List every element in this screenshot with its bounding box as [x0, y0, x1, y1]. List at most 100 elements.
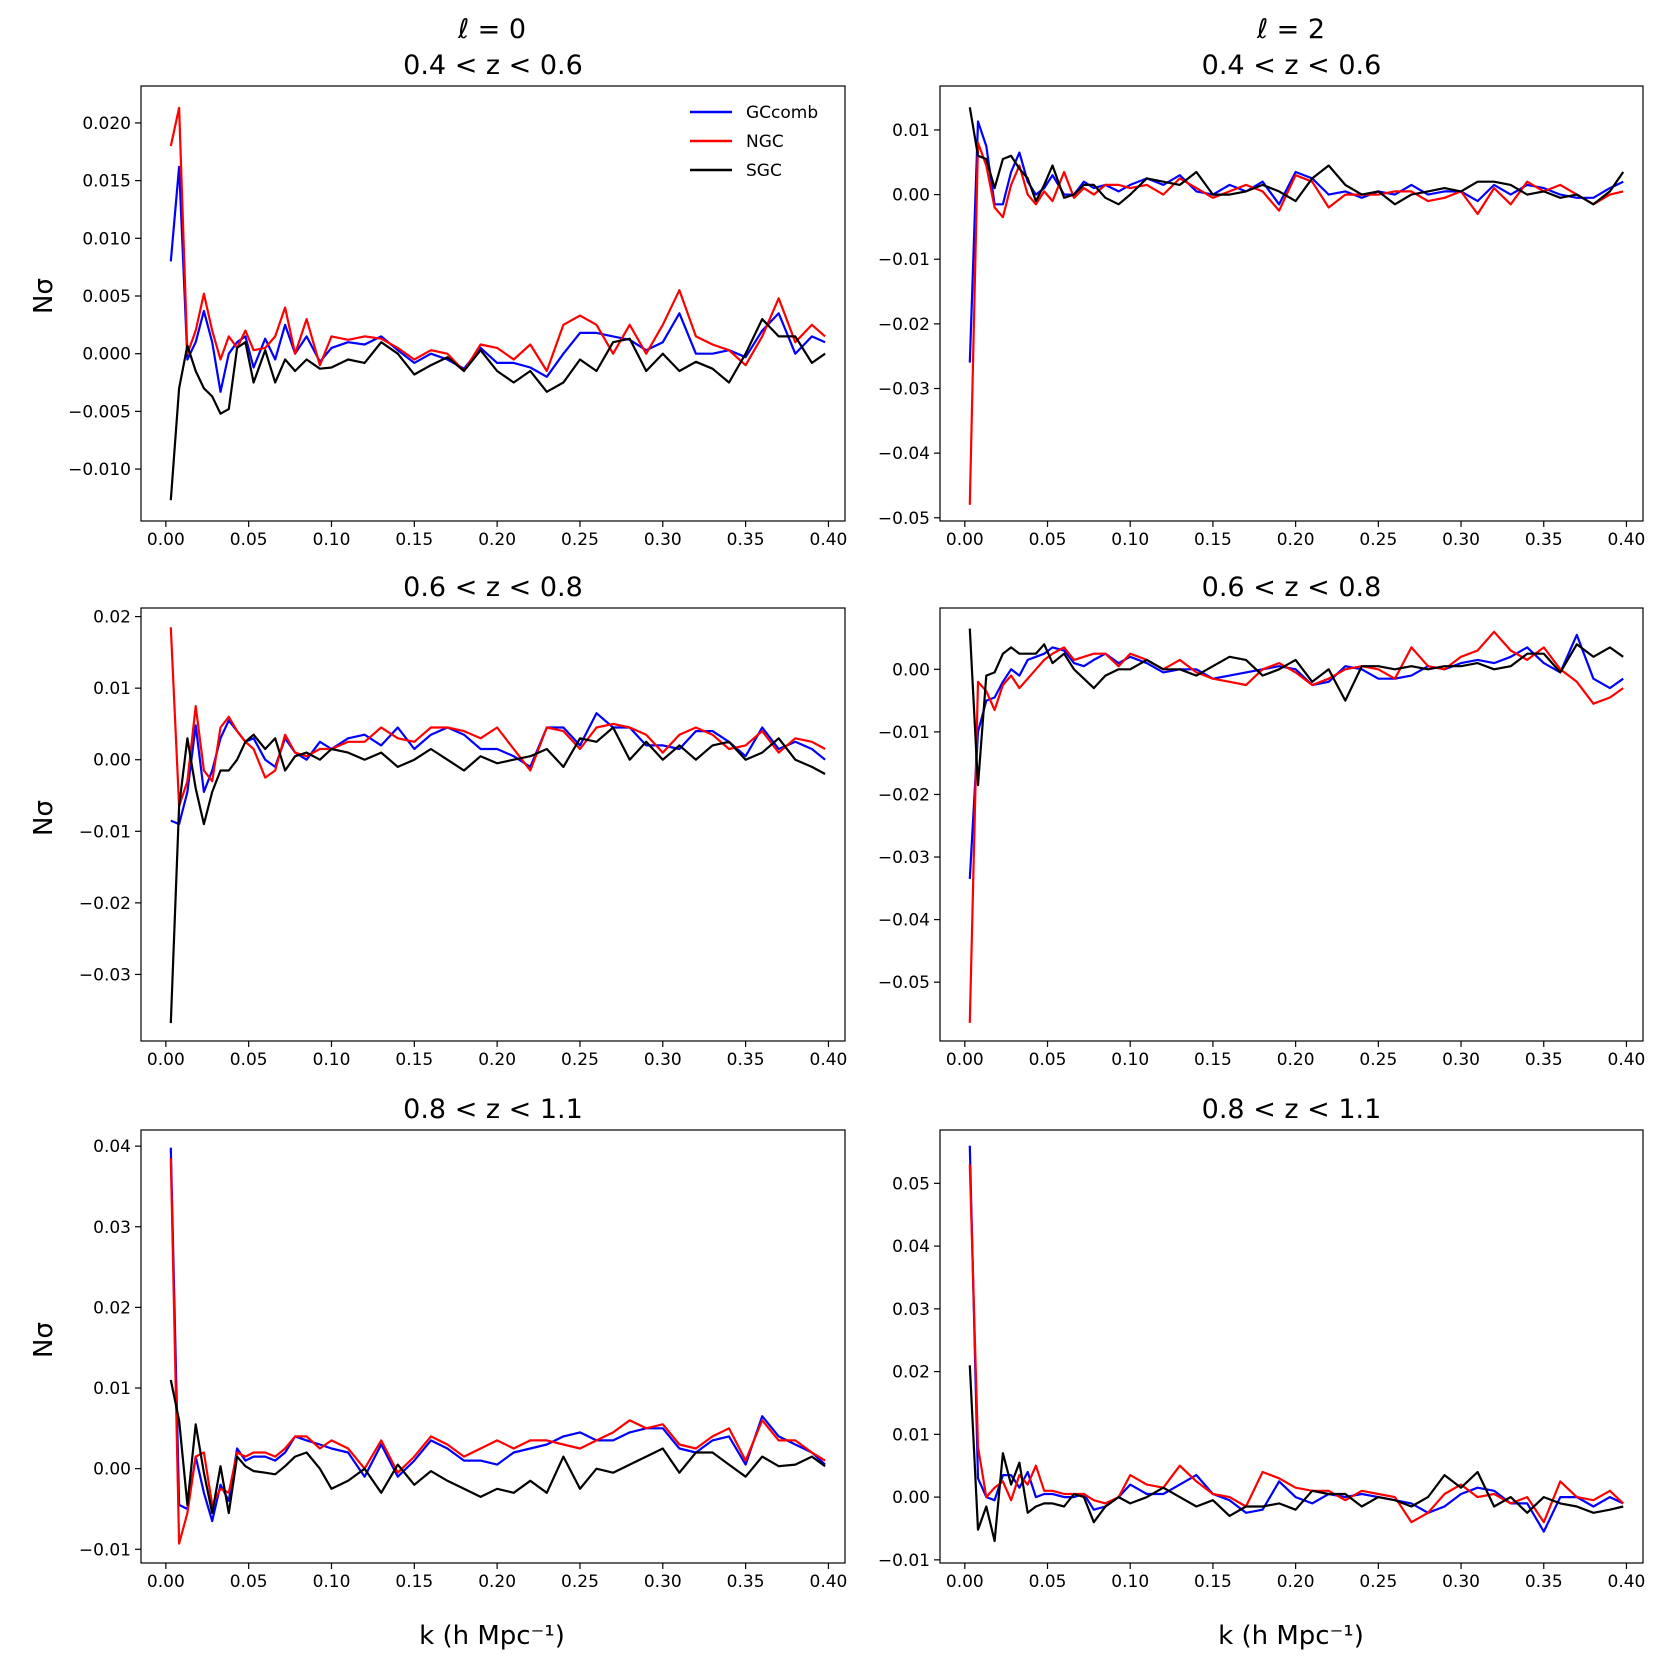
- series-line-sgc: [968, 107, 1625, 206]
- x-tick-label: 0.10: [313, 1050, 351, 1070]
- series-line-ngc: [169, 106, 826, 373]
- y-tick-label: −0.03: [878, 379, 930, 399]
- x-tick-label: 0.20: [1277, 530, 1315, 550]
- x-tick-label: 0.00: [946, 1050, 984, 1070]
- y-tick-label: −0.05: [878, 973, 930, 993]
- x-tick-label: 0.15: [1194, 1572, 1232, 1592]
- x-tick-label: 0.20: [1277, 1050, 1315, 1070]
- y-tick-label: −0.01: [79, 1540, 131, 1560]
- subplot-title: 0.8 < z < 1.1: [1202, 1094, 1382, 1125]
- x-tick-label: 0.10: [1111, 1572, 1149, 1592]
- series-lines: [169, 1147, 826, 1545]
- x-tick-label: 0.15: [1194, 1050, 1232, 1070]
- y-tick-label: 0.01: [93, 1379, 131, 1399]
- series-line-gccomb: [169, 1147, 826, 1523]
- y-tick-label: 0.020: [82, 114, 131, 134]
- x-tick-label: 0.30: [1442, 1050, 1480, 1070]
- x-tick-label: 0.15: [395, 530, 433, 550]
- y-tick-label: 0.05: [892, 1174, 930, 1194]
- series-line-sgc: [968, 1365, 1624, 1543]
- x-axis-label-left: k (h Mpc⁻¹): [419, 1621, 565, 1651]
- subplot-2: 0.4 < z < 0.6 0.00 0.05 0.10 0.15 0.20 0.25 0.3…: [878, 50, 1645, 550]
- y-tick-label: 0.00: [892, 186, 930, 206]
- y-tick-label: 0.005: [82, 287, 131, 307]
- x-tick-label: 0.00: [946, 1572, 984, 1592]
- plot-frame: [939, 85, 1644, 522]
- legend-label-gccomb: GCcomb: [746, 103, 818, 123]
- y-tick-label: −0.05: [878, 509, 930, 529]
- y-axis-label-row-1: Nσ: [29, 278, 59, 314]
- x-tick-label: 0.40: [1608, 1572, 1646, 1592]
- y-tick-label: −0.01: [878, 250, 930, 270]
- column-title-right: ℓ = 2: [1256, 14, 1325, 45]
- subplot-title: 0.8 < z < 1.1: [403, 1094, 583, 1125]
- series-line-sgc: [169, 318, 826, 501]
- series-lines: [968, 1145, 1624, 1543]
- plot-frame: [140, 607, 846, 1042]
- y-tick-label: 0.03: [892, 1300, 930, 1320]
- plot-frame: [939, 1129, 1644, 1564]
- x-tick-label: 0.30: [1442, 530, 1480, 550]
- x-tick-label: 0.30: [1442, 1572, 1480, 1592]
- plot-frame: [939, 607, 1644, 1042]
- series-lines: [968, 628, 1624, 1023]
- y-tick-label: −0.02: [878, 315, 930, 335]
- x-tick-label: 0.40: [810, 530, 848, 550]
- y-axis-label-row-3: Nσ: [29, 1322, 59, 1358]
- x-tick-label: 0.35: [1525, 1050, 1563, 1070]
- series-lines: [169, 106, 826, 501]
- y-tick-label: 0.01: [93, 679, 131, 699]
- subplot-title: 0.6 < z < 0.8: [403, 572, 583, 603]
- y-tick-label: −0.01: [878, 1551, 930, 1571]
- x-tick-label: 0.15: [395, 1050, 433, 1070]
- plot-frame: [140, 1129, 846, 1564]
- x-tick-label: 0.20: [478, 1572, 516, 1592]
- x-tick-label: 0.25: [1359, 1050, 1397, 1070]
- x-tick-label: 0.15: [395, 1572, 433, 1592]
- legend-label-sgc: SGC: [746, 161, 782, 181]
- y-tick-label: −0.02: [79, 894, 131, 914]
- series-line-gccomb: [968, 120, 1624, 363]
- x-tick-label: 0.00: [147, 530, 185, 550]
- y-tick-label: 0.02: [93, 608, 131, 628]
- x-tick-label: 0.25: [1359, 530, 1397, 550]
- y-tick-label: 0.00: [93, 1460, 131, 1480]
- legend-label-ngc: NGC: [746, 132, 784, 152]
- series-line-ngc: [968, 630, 1624, 1023]
- x-tick-label: 0.25: [561, 1050, 599, 1070]
- subplot-4: 0.6 < z < 0.8 0.00 0.05 0.10 0.15 0.20 0.25 0.3…: [878, 572, 1645, 1070]
- series-line-sgc: [169, 726, 826, 1024]
- series-line-ngc: [968, 141, 1624, 505]
- x-tick-label: 0.30: [644, 1572, 682, 1592]
- y-tick-label: −0.03: [878, 848, 930, 868]
- y-tick-label: 0.015: [82, 172, 131, 192]
- x-tick-label: 0.25: [561, 530, 599, 550]
- plot-frame: [140, 85, 846, 522]
- x-tick-label: 0.30: [644, 530, 682, 550]
- x-tick-label: 0.05: [230, 1050, 268, 1070]
- x-tick-label: 0.40: [1608, 1050, 1646, 1070]
- series-line-gccomb: [968, 633, 1624, 879]
- subplot-1: 0.4 < z < 0.6 0.00 0.05 0.10 0.15 0.20 0.25 0.3…: [68, 50, 847, 550]
- series-line-sgc: [169, 1379, 826, 1515]
- subplot-title: 0.4 < z < 0.6: [1202, 50, 1382, 81]
- y-tick-label: −0.04: [878, 444, 930, 464]
- column-title-left: ℓ = 0: [457, 14, 526, 45]
- y-tick-label: 0.04: [892, 1237, 930, 1257]
- y-tick-label: −0.02: [878, 785, 930, 805]
- x-tick-label: 0.05: [1029, 1572, 1067, 1592]
- x-tick-label: 0.35: [727, 1050, 765, 1070]
- x-tick-label: 0.05: [1029, 530, 1067, 550]
- y-tick-label: 0.00: [93, 751, 131, 771]
- series-lines: [968, 107, 1625, 505]
- panels: 0.4 < z < 0.6 0.00 0.05 0.10 0.15 0.20 0.25 0.3…: [68, 50, 1645, 1592]
- subplot-5: 0.8 < z < 1.1 0.00 0.05 0.10 0.15 0.20 0.25 0.3…: [79, 1094, 847, 1592]
- y-tick-label: −0.010: [68, 460, 131, 480]
- x-tick-label: 0.30: [644, 1050, 682, 1070]
- y-tick-label: 0.00: [892, 660, 930, 680]
- y-axis-label-row-2: Nσ: [29, 800, 59, 836]
- series-line-gccomb: [169, 165, 826, 393]
- x-tick-label: 0.05: [230, 530, 268, 550]
- x-tick-label: 0.05: [1029, 1050, 1067, 1070]
